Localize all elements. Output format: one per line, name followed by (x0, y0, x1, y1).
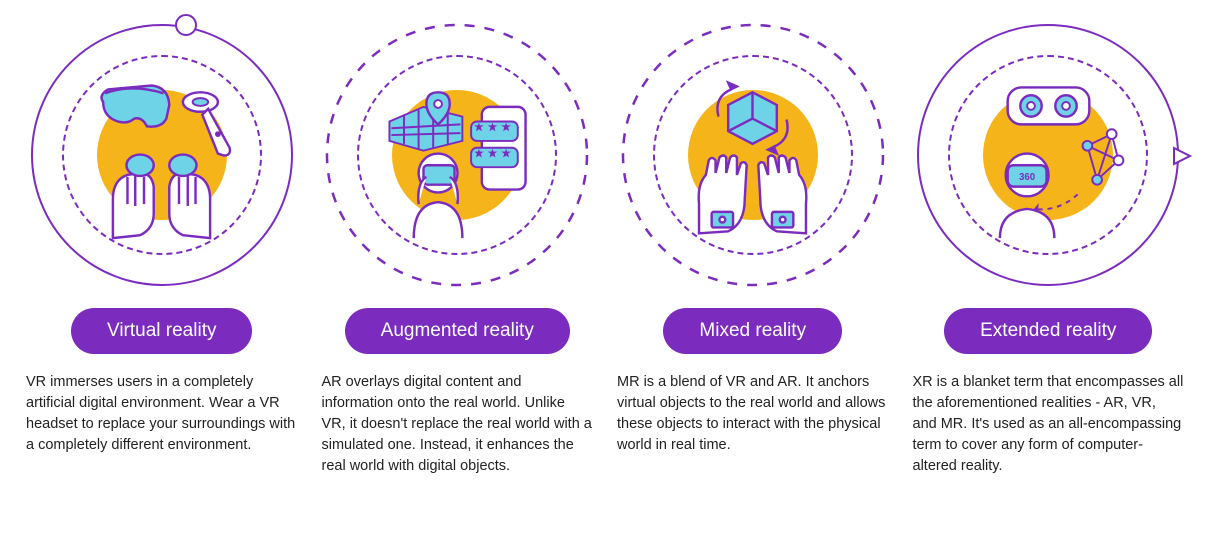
icon-area-vr (67, 60, 257, 250)
circle-xr: 360 (913, 20, 1183, 290)
card-mixed-reality: Mixed reality MR is a blend of VR and AR… (611, 20, 895, 477)
badge-360: 360 (1019, 171, 1035, 182)
card-virtual-reality: Virtual reality VR immerses users in a c… (20, 20, 304, 477)
card-extended-reality: 360 Extended reality XR is a blanket ter… (907, 20, 1191, 477)
icon-area-xr: 360 (953, 60, 1143, 250)
card-augmented-reality: Augmented reality AR overlays digital co… (316, 20, 600, 477)
desc-ar: AR overlays digital content and informat… (316, 372, 600, 477)
title-pill-xr: Extended reality (944, 308, 1152, 354)
circle-mr (618, 20, 888, 290)
circle-ar (322, 20, 592, 290)
desc-vr: VR immerses users in a completely artifi… (20, 372, 304, 456)
vr-headset-controllers-icon (74, 68, 249, 243)
mr-gloves-cube-icon (665, 68, 840, 243)
desc-xr: XR is a blanket term that encompasses al… (907, 372, 1191, 477)
accent-triangle-xr (1171, 145, 1193, 167)
accent-dot-vr (175, 14, 197, 36)
circle-vr (27, 20, 297, 290)
icon-area-mr (658, 60, 848, 250)
ar-phone-map-icon (370, 68, 545, 243)
desc-mr: MR is a blend of VR and AR. It anchors v… (611, 372, 895, 456)
title-pill-mr: Mixed reality (663, 308, 842, 354)
title-pill-vr: Virtual reality (71, 308, 252, 354)
xr-person-network-icon: 360 (961, 68, 1136, 243)
title-pill-ar: Augmented reality (345, 308, 570, 354)
infographic-row: Virtual reality VR immerses users in a c… (20, 20, 1190, 477)
icon-area-ar (362, 60, 552, 250)
